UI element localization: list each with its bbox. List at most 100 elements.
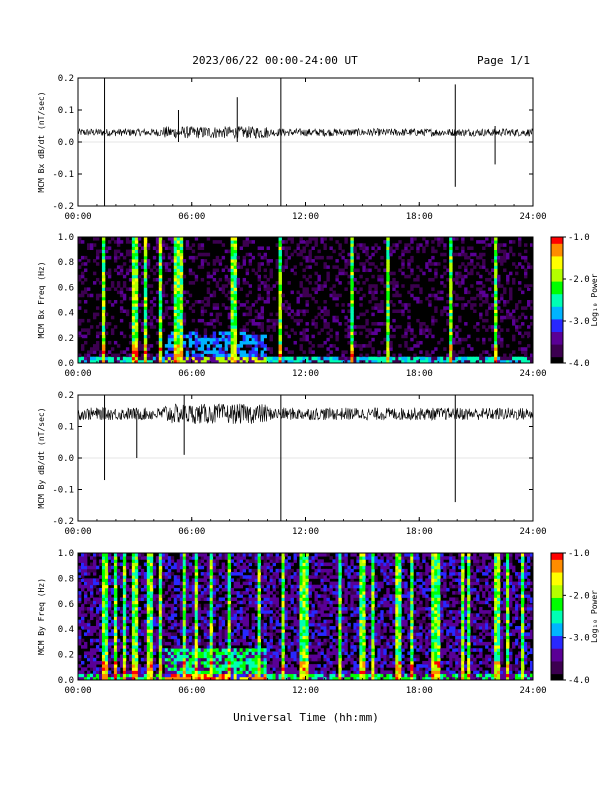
spectrogram-cell	[455, 341, 458, 345]
spectrogram-cell	[335, 240, 338, 244]
spectrogram-cell	[338, 246, 341, 250]
spectrogram-cell	[267, 613, 270, 617]
spectrogram-cell	[162, 661, 165, 665]
spectrogram-cell	[449, 354, 452, 358]
spectrogram-cell	[168, 597, 171, 601]
spectrogram-cell	[174, 347, 177, 351]
spectrogram-cell	[129, 357, 132, 361]
spectrogram-cell	[210, 651, 213, 655]
spectrogram-cell	[410, 332, 413, 336]
spectrogram-cell	[314, 281, 317, 285]
spectrogram-cell	[264, 275, 267, 279]
spectrogram-cell	[467, 344, 470, 348]
spectrogram-cell	[231, 313, 234, 317]
spectrogram-cell	[494, 297, 497, 301]
spectrogram-cell	[258, 354, 261, 358]
spectrogram-cell	[240, 328, 243, 332]
spectrogram-cell	[105, 556, 108, 560]
spectrogram-cell	[234, 572, 237, 576]
spectrogram-cell	[249, 563, 252, 567]
spectrogram-cell	[222, 287, 225, 291]
spectrogram-cell	[189, 246, 192, 250]
spectrogram-cell	[120, 357, 123, 361]
spectrogram-cell	[84, 341, 87, 345]
spectrogram-cell	[512, 319, 515, 323]
spectrogram-cell	[189, 617, 192, 621]
spectrogram-cell	[219, 553, 222, 557]
spectrogram-cell	[258, 262, 261, 266]
spectrogram-cell	[270, 559, 273, 563]
spectrogram-cell	[407, 322, 410, 326]
spectrogram-cell	[225, 674, 228, 678]
spectrogram-cell	[389, 347, 392, 351]
spectrogram-cell	[132, 262, 135, 266]
spectrogram-cell	[177, 639, 180, 643]
spectrogram-cell	[171, 322, 174, 326]
spectrogram-cell	[183, 578, 186, 582]
spectrogram-cell	[129, 597, 132, 601]
spectrogram-cell	[455, 325, 458, 329]
spectrogram-cell	[126, 617, 129, 621]
spectrogram-cell	[518, 243, 521, 247]
spectrogram-cell	[237, 556, 240, 560]
spectrogram-cell	[518, 300, 521, 304]
spectrogram-cell	[246, 341, 249, 345]
spectrogram-cell	[135, 291, 138, 295]
spectrogram-cell	[267, 572, 270, 576]
spectrogram-cell	[261, 578, 264, 582]
spectrogram-cell	[270, 639, 273, 643]
spectrogram-cell	[374, 250, 377, 254]
spectrogram-cell	[99, 674, 102, 678]
spectrogram-cell	[416, 297, 419, 301]
spectrogram-cell	[144, 272, 147, 276]
spectrogram-cell	[150, 556, 153, 560]
spectrogram-cell	[150, 325, 153, 329]
spectrogram-cell	[213, 553, 216, 557]
spectrogram-cell	[347, 275, 350, 279]
spectrogram-cell	[168, 604, 171, 608]
spectrogram-cell	[314, 325, 317, 329]
spectrogram-cell	[177, 578, 180, 582]
spectrogram-cell	[162, 582, 165, 586]
spectrogram-cell	[189, 344, 192, 348]
spectrogram-cell	[150, 648, 153, 652]
spectrogram-cell	[144, 354, 147, 358]
spectrogram-cell	[228, 566, 231, 570]
spectrogram-cell	[132, 620, 135, 624]
spectrogram-cell	[165, 354, 168, 358]
spectrogram-cell	[144, 297, 147, 301]
y-tick-label: 0.8	[58, 258, 74, 268]
spectrogram-cell	[204, 664, 207, 668]
spectrogram-cell	[279, 306, 282, 310]
spectrogram-cell	[455, 278, 458, 282]
spectrogram-cell	[524, 354, 527, 358]
spectrogram-cell	[437, 297, 440, 301]
spectrogram-cell	[162, 243, 165, 247]
spectrogram-cell	[285, 309, 288, 313]
spectrogram-cell	[201, 626, 204, 630]
spectrogram-cell	[192, 661, 195, 665]
spectrogram-cell	[398, 269, 401, 273]
spectrogram-cell	[159, 588, 162, 592]
spectrogram-cell	[135, 594, 138, 598]
spectrogram-cell	[258, 338, 261, 342]
spectrogram-cell	[494, 269, 497, 273]
spectrogram-cell	[126, 313, 129, 317]
spectrogram-cell	[168, 322, 171, 326]
spectrogram-cell	[222, 582, 225, 586]
spectrogram-cell	[216, 664, 219, 668]
spectrogram-cell	[150, 569, 153, 573]
spectrogram-cell	[186, 604, 189, 608]
spectrogram-cell	[410, 328, 413, 332]
spectrogram-cell	[90, 661, 93, 665]
spectrogram-cell	[285, 250, 288, 254]
spectrogram-cell	[180, 591, 183, 595]
spectrogram-cell	[180, 357, 183, 361]
spectrogram-cell	[461, 253, 464, 257]
spectrogram-cell	[102, 291, 105, 295]
spectrogram-cell	[350, 269, 353, 273]
spectrogram-cell	[374, 243, 377, 247]
spectrogram-cell	[500, 243, 503, 247]
spectrogram-cell	[317, 278, 320, 282]
spectrogram-cell	[195, 572, 198, 576]
